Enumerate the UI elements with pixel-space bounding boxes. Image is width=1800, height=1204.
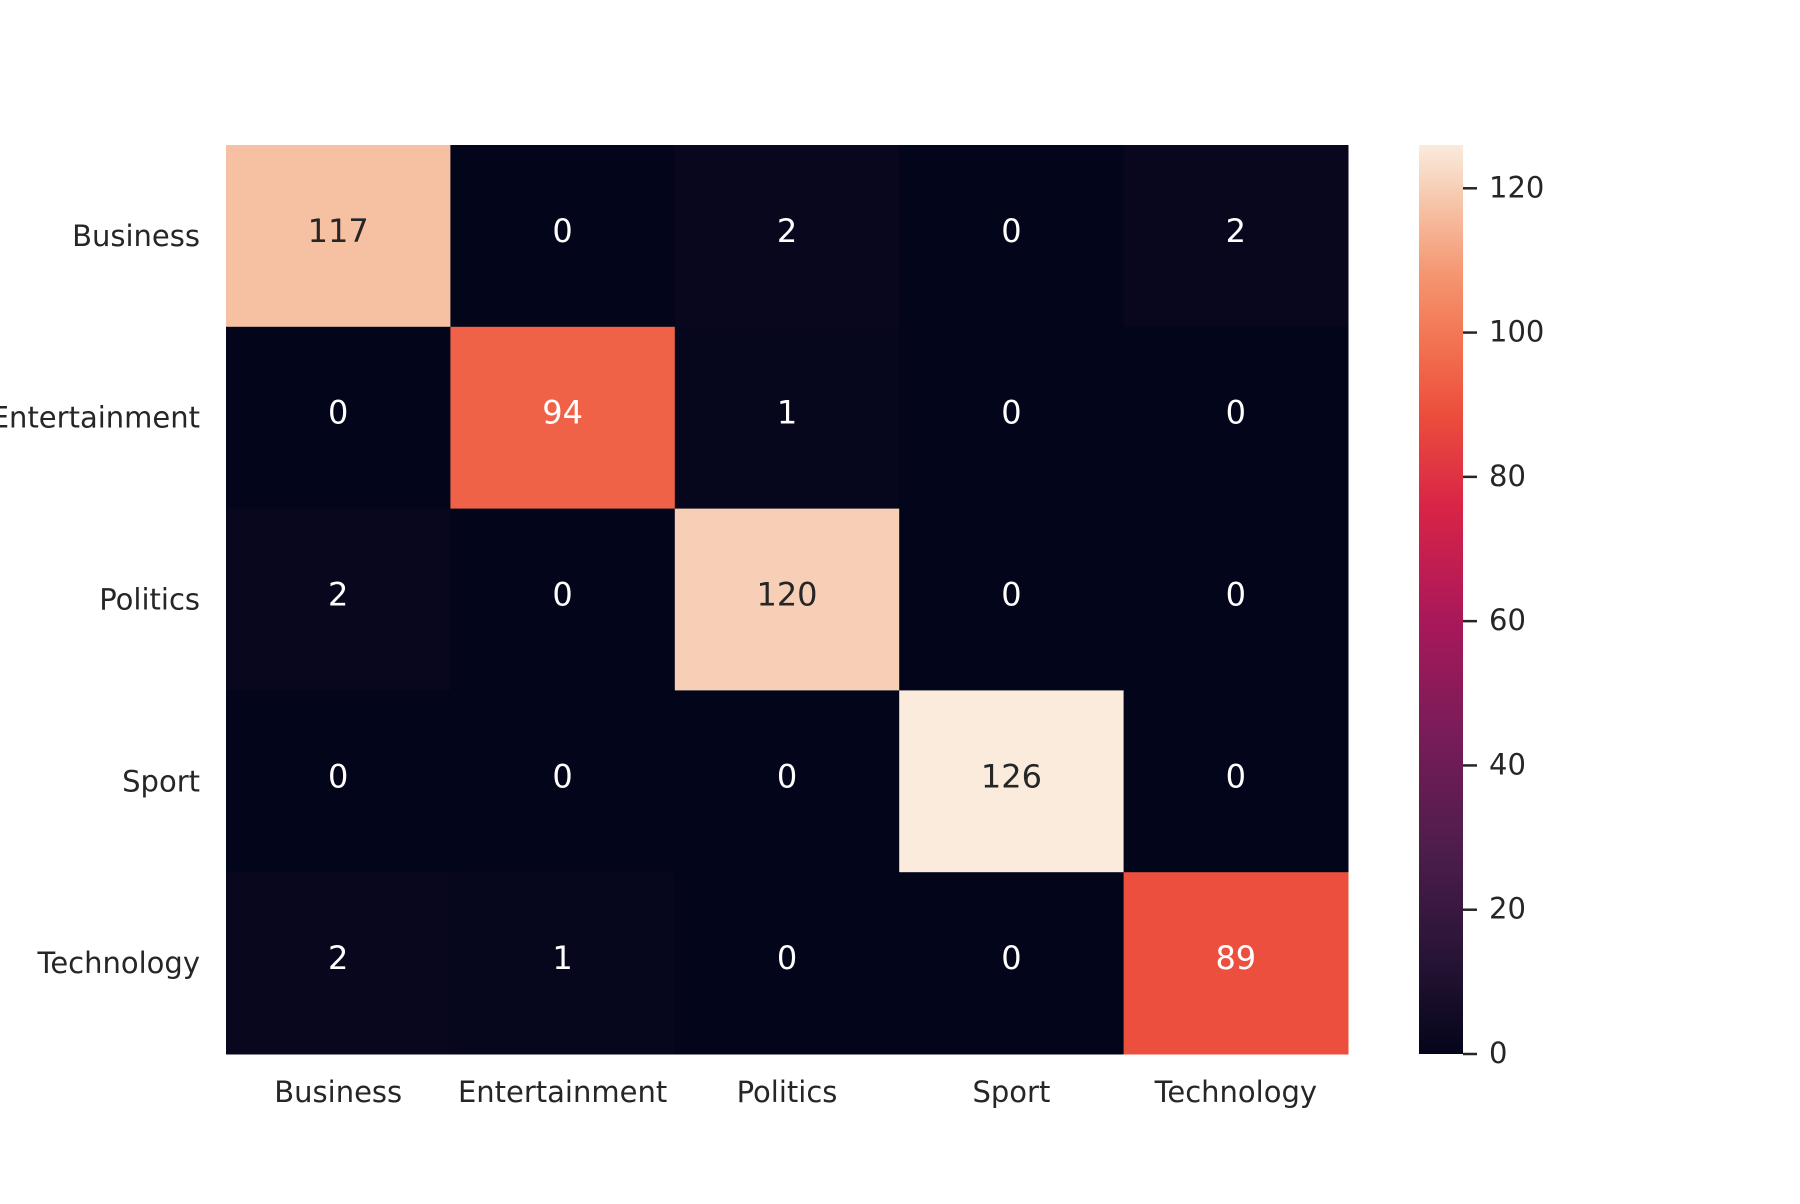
cell-value-label: 0 (328, 757, 348, 795)
cell-value-label: 0 (1226, 394, 1246, 432)
cell-value-label: 0 (552, 576, 572, 614)
heatmap-cell-entertainment-technology (1123, 326, 1349, 510)
heatmap-cells (226, 145, 1349, 1055)
x-tick-label: Business (274, 1075, 402, 1109)
heatmap-cell-entertainment-sport (899, 326, 1125, 510)
cell-annotations: 117 0 2 0 2 0 94 1 0 0 2 0 120 0 0 0 0 0 126 0 2 1 0 0 89 (308, 212, 1256, 977)
colorbar-tick-label: 120 (1489, 170, 1544, 204)
colorbar-tick-label: 80 (1489, 459, 1526, 493)
cell-value-label: 2 (1226, 212, 1246, 250)
y-tick-label: Sport (122, 764, 200, 798)
colorbar-tick-label: 20 (1489, 892, 1526, 926)
y-tick-labels: Business Entertainment Politics Sport Techno… (0, 219, 200, 980)
heatmap-cell-technology-business (226, 872, 451, 1055)
y-tick-label: Business (72, 219, 200, 253)
cell-value-label: 0 (1001, 394, 1021, 432)
colorbar-tick-label: 100 (1489, 315, 1544, 349)
cell-value-label: 0 (1001, 939, 1021, 977)
cell-value-label: 2 (777, 212, 797, 250)
heatmap-cell-entertainment-politics (674, 326, 900, 510)
cell-value-label: 0 (1001, 212, 1021, 250)
cell-value-label: 0 (552, 212, 572, 250)
heatmap-cell-technology-sport (899, 872, 1125, 1055)
cell-value-label: 0 (777, 757, 797, 795)
cell-value-label: 0 (1226, 576, 1246, 614)
cell-value-label: 89 (1215, 939, 1256, 977)
cell-value-label: 0 (1001, 576, 1021, 614)
heatmap-cell-business-sport (899, 145, 1125, 328)
cell-value-label: 0 (552, 757, 572, 795)
x-tick-label: Politics (737, 1075, 838, 1109)
heatmap-cell-politics-entertainment (450, 508, 676, 691)
heatmap-cell-entertainment-business (226, 326, 451, 510)
heatmap-cell-technology-politics (674, 872, 900, 1055)
cell-value-label: 1 (552, 939, 572, 977)
heatmap-cell-politics-technology (1123, 508, 1349, 691)
x-tick-label: Entertainment (458, 1075, 667, 1109)
heatmap-cell-technology-entertainment (450, 872, 676, 1055)
cell-value-label: 117 (308, 212, 369, 250)
heatmap-cell-technology-technology (1123, 872, 1349, 1055)
y-tick-label: Entertainment (0, 401, 200, 435)
cell-value-label: 1 (777, 394, 797, 432)
heatmap-cell-politics-sport (899, 508, 1125, 691)
heatmap-cell-sport-business (226, 690, 451, 873)
cell-value-label: 94 (542, 394, 583, 432)
x-tick-label: Technology (1154, 1075, 1317, 1109)
cell-value-label: 2 (328, 939, 348, 977)
cell-value-label: 126 (981, 757, 1042, 795)
cell-value-label: 2 (328, 576, 348, 614)
colorbar: 0 20 40 60 80 100 120 (1419, 145, 1544, 1070)
heatmap-cell-business-business (226, 145, 451, 328)
heatmap-cell-politics-politics (674, 508, 900, 691)
heatmap-cell-politics-business (226, 508, 451, 691)
cell-value-label: 0 (328, 394, 348, 432)
heatmap-cell-entertainment-entertainment (450, 326, 676, 510)
colorbar-tick-label: 60 (1489, 603, 1526, 637)
cell-value-label: 0 (1226, 757, 1246, 795)
colorbar-tick-label: 40 (1489, 747, 1526, 781)
heatmap-cell-business-entertainment (450, 145, 676, 328)
cell-value-label: 0 (777, 939, 797, 977)
heatmap-cell-business-politics (674, 145, 900, 328)
heatmap-cell-sport-technology (1123, 690, 1349, 873)
y-tick-label: Politics (99, 583, 200, 617)
colorbar-gradient (1419, 145, 1463, 1054)
heatmap-cell-sport-politics (674, 690, 900, 873)
heatmap-cell-sport-sport (899, 690, 1125, 873)
cell-value-label: 120 (756, 576, 817, 614)
y-tick-label: Technology (37, 946, 200, 980)
x-tick-label: Sport (972, 1075, 1050, 1109)
x-tick-labels: Business Entertainment Politics Sport Techno… (274, 1075, 1317, 1109)
heatmap-cell-business-technology (1123, 145, 1349, 328)
colorbar-tick-label: 0 (1489, 1036, 1507, 1070)
heatmap-cell-sport-entertainment (450, 690, 676, 873)
